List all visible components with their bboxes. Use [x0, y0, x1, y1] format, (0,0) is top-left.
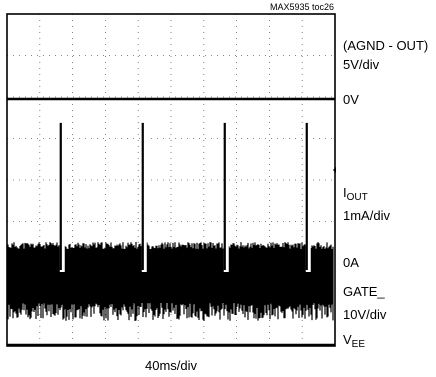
- iout-pulse-gap: [59, 122, 65, 273]
- gate-level-label: VEE: [343, 332, 365, 350]
- iout-scale-label: 1mA/div: [343, 208, 390, 223]
- iout-pulse-gap: [223, 122, 229, 273]
- iout-label: IOUT: [343, 185, 368, 203]
- iout-pulse-gap: [305, 122, 311, 273]
- iout-noise-band: [7, 242, 334, 321]
- agnd-level-label: 0V: [343, 92, 359, 107]
- agnd-label-line2: 5V/div: [343, 57, 380, 72]
- figure-id: MAX5935 toc26: [270, 2, 334, 12]
- iout-pulse-gap: [141, 122, 147, 273]
- iout-noise: [7, 242, 334, 321]
- time-scale-label: 40ms/div: [145, 358, 198, 373]
- iout-level-label: 0A: [343, 255, 359, 270]
- gate-label-line2: 10V/div: [343, 307, 387, 322]
- trigger-marker-icon: [333, 167, 336, 173]
- iout-pulses: [59, 122, 311, 273]
- agnd-label-line1: (AGND - OUT): [343, 38, 428, 53]
- gate-label-line1: GATE_: [343, 284, 385, 299]
